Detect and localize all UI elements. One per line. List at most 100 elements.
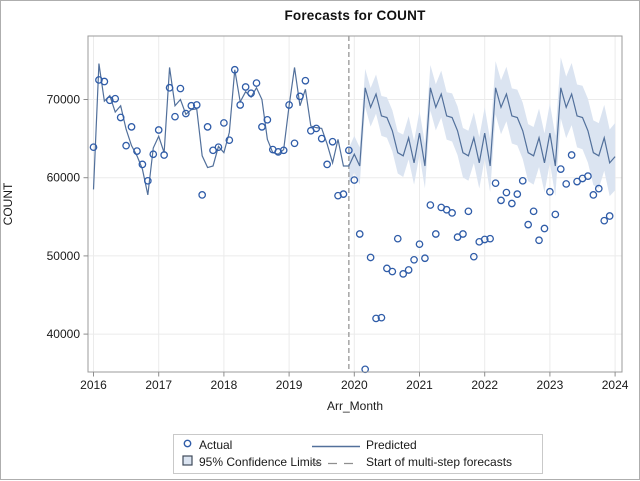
actual-point bbox=[480, 235, 489, 244]
actual-point bbox=[230, 65, 239, 74]
actual-point bbox=[323, 160, 331, 169]
actual-point bbox=[263, 115, 272, 124]
actual-point bbox=[584, 172, 592, 180]
actual-point bbox=[486, 234, 494, 243]
x-tick-label: 2023 bbox=[537, 378, 564, 392]
x-tick-label: 2024 bbox=[602, 378, 629, 392]
actual-point bbox=[220, 119, 228, 127]
actual-point bbox=[464, 207, 473, 216]
legend-actual-label: Actual bbox=[199, 438, 233, 452]
actual-point bbox=[345, 146, 353, 155]
actual-point bbox=[589, 191, 598, 199]
x-tick-label: 2021 bbox=[406, 378, 433, 392]
actual-point bbox=[187, 101, 196, 110]
actual-point bbox=[594, 184, 603, 193]
y-tick-label: 60000 bbox=[47, 171, 81, 185]
actual-point bbox=[410, 255, 418, 264]
actual-point bbox=[350, 176, 359, 184]
y-tick-label: 50000 bbox=[47, 249, 81, 263]
confidence-band bbox=[348, 57, 616, 197]
actual-point bbox=[279, 146, 288, 155]
actual-point bbox=[301, 76, 310, 85]
actual-point bbox=[551, 210, 560, 219]
actual-point bbox=[339, 190, 348, 198]
x-tick-label: 2020 bbox=[341, 378, 368, 392]
forecast-start-line-icon bbox=[312, 455, 360, 469]
actual-point bbox=[567, 151, 576, 159]
actual-point bbox=[355, 230, 364, 238]
actual-point bbox=[225, 136, 234, 145]
actual-point bbox=[100, 77, 109, 86]
actual-point bbox=[524, 220, 533, 229]
actual-point bbox=[165, 83, 174, 92]
actual-point bbox=[388, 267, 397, 276]
actual-point bbox=[247, 89, 255, 98]
actual-point bbox=[508, 199, 516, 208]
actual-point bbox=[377, 313, 386, 322]
actual-point bbox=[469, 252, 478, 261]
actual-point bbox=[198, 191, 207, 199]
chart-title: Forecasts for COUNT bbox=[284, 8, 426, 23]
x-tick-label: 2019 bbox=[276, 378, 303, 392]
actual-point bbox=[491, 179, 500, 188]
actual-point bbox=[252, 79, 261, 87]
actual-point bbox=[258, 123, 266, 131]
actual-point bbox=[312, 124, 321, 133]
y-tick-label: 40000 bbox=[47, 327, 81, 341]
actual-point bbox=[203, 123, 212, 131]
x-axis-label: Arr_Month bbox=[326, 399, 384, 413]
actual-point bbox=[160, 151, 168, 159]
actual-point bbox=[421, 254, 429, 263]
legend-item-actual: Actual bbox=[182, 437, 232, 453]
actual-point bbox=[393, 234, 402, 243]
actual-point bbox=[236, 101, 245, 109]
actual-point bbox=[518, 176, 527, 185]
actual-point bbox=[399, 270, 408, 278]
actual-point bbox=[182, 109, 190, 118]
actual-point bbox=[546, 187, 554, 196]
actual-point bbox=[513, 190, 522, 198]
actual-point bbox=[459, 230, 467, 238]
actual-point bbox=[214, 143, 223, 152]
actual-point bbox=[562, 180, 571, 188]
y-tick-label: 70000 bbox=[47, 93, 81, 107]
x-tick-label: 2016 bbox=[80, 378, 107, 392]
actual-point bbox=[127, 123, 136, 131]
actual-point bbox=[605, 212, 614, 220]
actual-point bbox=[122, 141, 130, 150]
actual-point bbox=[372, 314, 380, 323]
actual-point bbox=[317, 134, 326, 143]
actual-point bbox=[149, 150, 158, 159]
predicted-line-icon bbox=[312, 438, 360, 452]
x-tick-label: 2022 bbox=[471, 378, 498, 392]
x-tick-label: 2017 bbox=[145, 378, 172, 392]
actual-point bbox=[556, 165, 565, 173]
actual-point bbox=[138, 160, 147, 169]
actual-point bbox=[529, 207, 538, 216]
actual-point bbox=[143, 176, 152, 185]
actual-marker-icon bbox=[182, 438, 193, 452]
legend-ci-label: 95% Confidence Limits bbox=[199, 455, 322, 469]
legend-item-predicted: Predicted bbox=[312, 437, 417, 453]
y-axis-label: COUNT bbox=[1, 182, 15, 226]
actual-point bbox=[171, 112, 179, 121]
actual-point bbox=[415, 240, 424, 249]
actual-point bbox=[89, 143, 98, 152]
x-tick-label: 2018 bbox=[211, 378, 238, 392]
actual-point bbox=[290, 139, 299, 148]
actual-point bbox=[176, 84, 185, 93]
actual-point bbox=[600, 216, 609, 225]
confidence-limits-marker-icon bbox=[182, 455, 193, 469]
legend: Actual 95% Confidence Limits Predicted S… bbox=[173, 434, 543, 474]
actual-point bbox=[535, 236, 543, 245]
actual-point bbox=[502, 188, 511, 197]
legend-forecast-start-label: Start of multi-step forecasts bbox=[366, 455, 513, 469]
actual-point bbox=[497, 196, 505, 205]
actual-point bbox=[296, 92, 304, 101]
legend-predicted-label: Predicted bbox=[366, 438, 417, 452]
actual-point bbox=[285, 101, 293, 109]
actual-point bbox=[192, 101, 201, 109]
predicted-line bbox=[92, 63, 616, 196]
plot-frame bbox=[87, 35, 623, 373]
actual-point bbox=[540, 224, 549, 233]
